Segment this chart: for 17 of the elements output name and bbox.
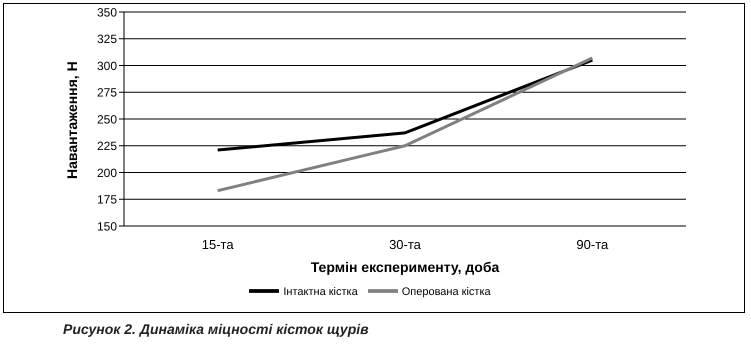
y-tick-label: 150 [96, 219, 118, 234]
x-axis-title: Термін експерименту, доба [310, 259, 500, 275]
y-tick-label: 300 [96, 58, 118, 73]
x-tick-label: 15-та [202, 237, 234, 252]
y-tick-label: 225 [96, 139, 118, 154]
y-tick-label: 175 [96, 192, 118, 207]
legend-label: Оперована кістка [402, 286, 491, 298]
text: Рисунок 2. Динаміка міцності кісток щурів [63, 321, 370, 337]
y-tick-label: 350 [96, 5, 118, 20]
x-tick-label: 30-та [389, 237, 422, 252]
y-tick-label: 250 [96, 112, 118, 126]
legend-label: Інтактна кістка [283, 286, 358, 298]
y-axis-title: Навантаження, Н [64, 61, 80, 179]
y-tick-label: 325 [96, 32, 118, 46]
x-tick-label: 90-та [576, 237, 610, 252]
y-tick-label: 275 [96, 86, 118, 100]
y-tick-label: 200 [96, 166, 118, 180]
